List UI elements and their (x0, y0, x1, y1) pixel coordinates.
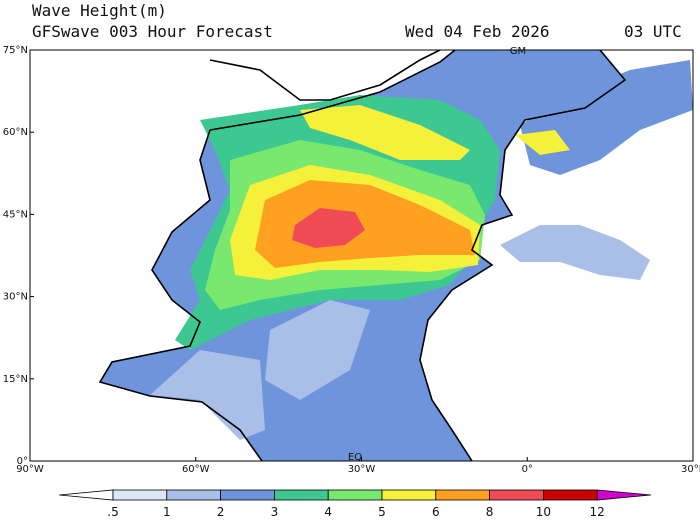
annotation: EQ (348, 452, 362, 463)
coastline (98, 49, 627, 462)
lat-label: 45°N (3, 209, 28, 220)
lat-label: 60°N (3, 127, 28, 138)
lon-label: 0° (522, 464, 533, 475)
lat-label: 15°N (3, 374, 28, 385)
waves-8-10 (292, 208, 365, 248)
title: Wave Height(m) (32, 1, 167, 20)
colorbar-label: 1 (163, 505, 171, 519)
colorbar-label: 2 (217, 505, 225, 519)
colorbar-label: 12 (590, 505, 605, 519)
annotation: GM (510, 46, 526, 57)
colorbar-label: 5 (378, 505, 386, 519)
subtitle: GFSwave 003 Hour Forecast (32, 22, 273, 41)
map (29, 49, 694, 462)
colorbar-label: 4 (324, 505, 332, 519)
time: 03 UTC (624, 22, 682, 41)
colorbar-segment (112, 489, 168, 501)
colorbar-label: 6 (432, 505, 440, 519)
colorbar-segment (220, 489, 275, 501)
lat-label: 0° (17, 456, 28, 467)
colorbar-triangle (596, 489, 652, 501)
date: Wed 04 Feb 2026 (405, 22, 550, 41)
lon-label: 90°W (16, 464, 44, 475)
colorbar-label: 3 (271, 505, 279, 519)
low-waves-south (265, 300, 370, 400)
lon-label: 60°W (182, 464, 210, 475)
colorbar-segment (273, 489, 329, 501)
colorbar: .5 1 2 3 4 5 6 8 10 12 (59, 489, 652, 519)
lat-label: 30°N (3, 292, 28, 303)
lon-label: 30°E (681, 464, 700, 475)
colorbar-label: 10 (536, 505, 551, 519)
mediterranean (500, 225, 650, 280)
colorbar-segment (166, 489, 222, 501)
colorbar-segment (435, 489, 490, 501)
colorbar-segment (489, 489, 544, 501)
axes: 75°N60°N45°N30°N15°N0°90°W60°W30°W0°30°E… (3, 45, 700, 475)
waves-5-6-north (300, 105, 470, 160)
low-waves-coast (150, 350, 265, 440)
colorbar-label: 8 (486, 505, 494, 519)
colorbar-label: .5 (107, 505, 118, 519)
waves-5-6-ne (515, 130, 570, 155)
coastline-greenland (209, 49, 441, 101)
colorbar-triangle (59, 489, 114, 501)
lon-label: 30°W (348, 464, 376, 475)
colorbar-segment (543, 489, 598, 501)
colorbar-segment (381, 489, 437, 501)
colorbar-segment (327, 489, 383, 501)
lat-label: 75°N (3, 45, 28, 56)
